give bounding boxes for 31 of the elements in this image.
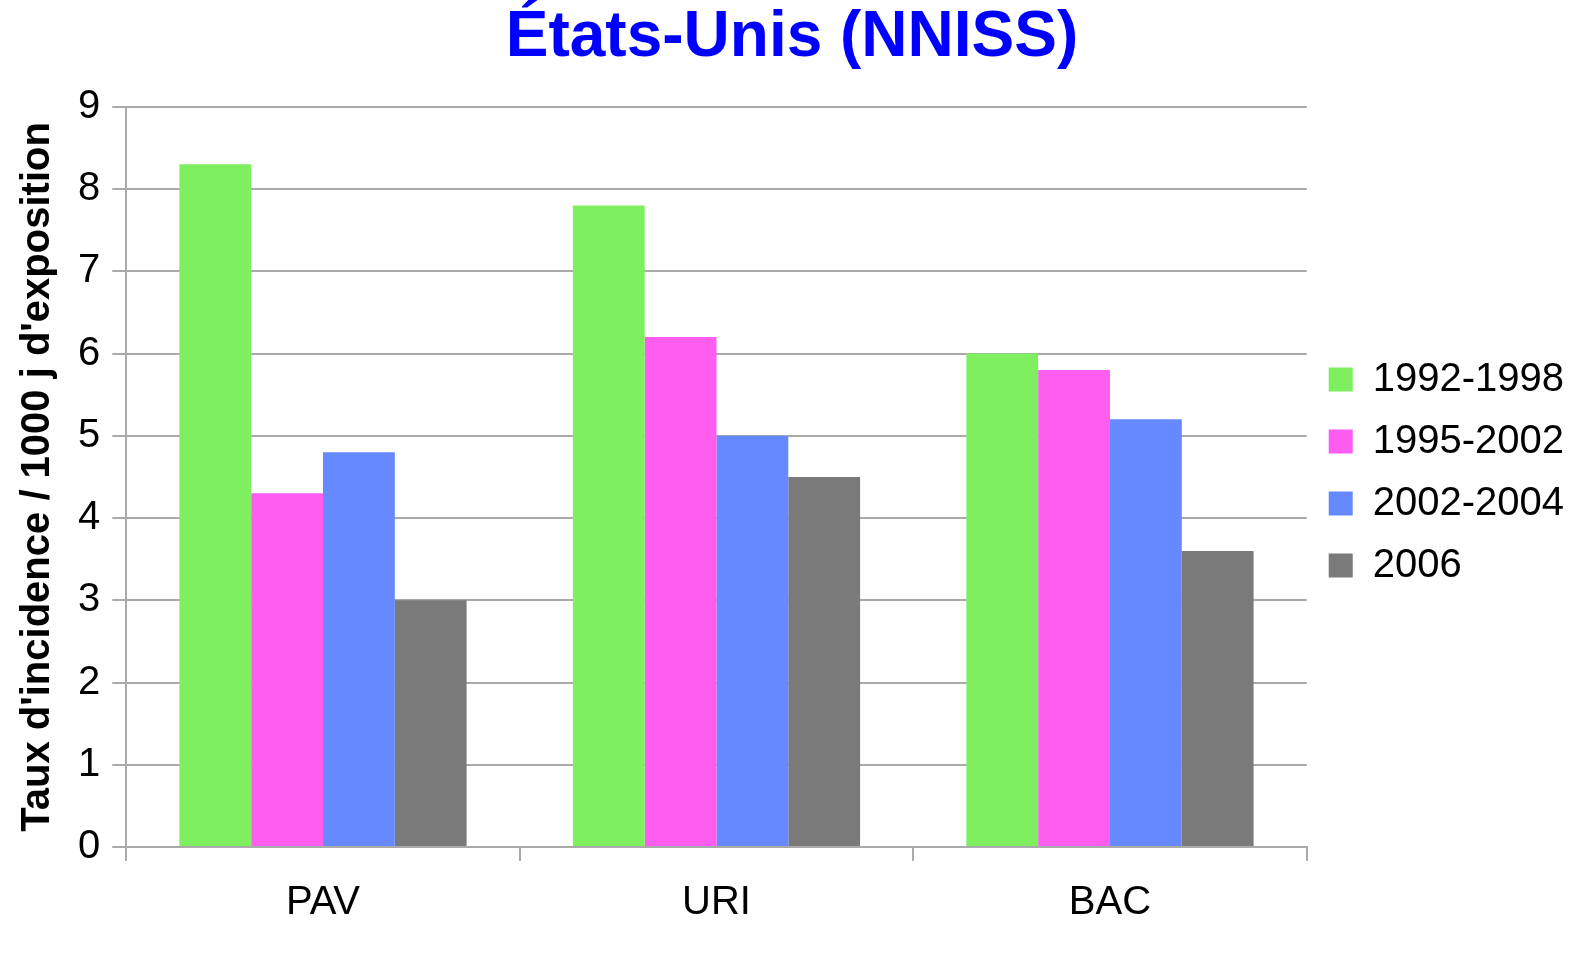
x-tick-label: BAC	[1068, 878, 1152, 923]
bar	[788, 476, 861, 846]
y-axis-title: Taux d'incidence / 1000 j d'exposition	[13, 122, 58, 832]
bar	[644, 337, 717, 846]
y-tick-label: 0	[78, 822, 101, 867]
legend-label: 2006	[1372, 540, 1462, 585]
bar	[251, 493, 323, 846]
y-tick-label: 6	[78, 328, 101, 373]
bar	[1109, 419, 1182, 846]
y-tick-label: 7	[78, 246, 101, 291]
bar	[1181, 550, 1254, 846]
legend-label: 1992-1998	[1372, 354, 1565, 399]
chart-title: États-Unis (NNISS)	[505, 0, 1079, 71]
bar	[179, 164, 252, 846]
legend-label: 1995-2002	[1372, 416, 1565, 461]
y-tick-label: 8	[78, 164, 101, 209]
bar	[966, 353, 1039, 846]
y-tick-label: 4	[78, 493, 101, 538]
legend-label: 2002-2004	[1372, 478, 1565, 523]
bar	[1038, 369, 1110, 846]
y-tick-label: 2	[78, 657, 101, 702]
bar	[322, 452, 395, 846]
x-tick-label: PAV	[285, 878, 361, 923]
y-tick-label: 5	[78, 410, 101, 455]
y-tick-label: 9	[78, 81, 101, 126]
bar	[716, 435, 789, 846]
y-tick-label: 1	[78, 739, 101, 784]
x-tick-label: URI	[682, 878, 751, 923]
bar	[572, 205, 645, 846]
y-tick-label: 3	[78, 575, 101, 620]
bar	[394, 600, 467, 846]
